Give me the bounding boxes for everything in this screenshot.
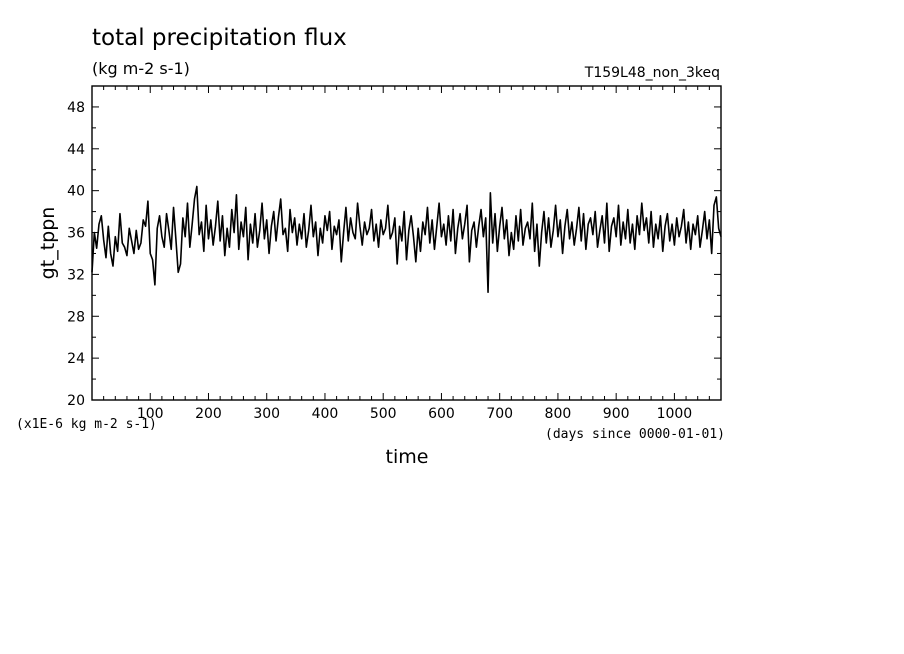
x-tick-label: 400 bbox=[312, 406, 339, 422]
plot-frame bbox=[91, 85, 722, 401]
x-units-note: (days since 0000-01-01) bbox=[545, 427, 725, 442]
y-tick-label: 44 bbox=[67, 142, 85, 158]
chart-title: total precipitation flux bbox=[92, 25, 347, 51]
run-label: T159L48_non_3keq bbox=[584, 65, 720, 81]
y-tick-label: 24 bbox=[67, 351, 85, 367]
x-tick-label: 1000 bbox=[657, 406, 693, 422]
y-tick-label: 32 bbox=[67, 267, 85, 283]
x-tick-label: 700 bbox=[486, 406, 513, 422]
y-tick-label: 20 bbox=[67, 393, 85, 409]
y-tick-label: 28 bbox=[67, 309, 85, 325]
x-tick-label: 800 bbox=[545, 406, 572, 422]
tick-marks bbox=[92, 85, 721, 401]
chart-subtitle: (kg m-2 s-1) bbox=[92, 59, 190, 78]
x-tick-label: 500 bbox=[370, 406, 397, 422]
x-tick-label: 600 bbox=[428, 406, 455, 422]
series-line-gt-tppn bbox=[91, 185, 722, 293]
x-axis-label: time bbox=[386, 446, 429, 468]
x-tick-label: 900 bbox=[603, 406, 630, 422]
y-axis-label: gt_tppn bbox=[37, 207, 59, 280]
y-tick-labels: 20 24 28 32 36 40 44 48 bbox=[67, 100, 85, 409]
x-tick-label: 100 bbox=[137, 406, 164, 422]
y-scale-note: (x1E-6 kg m-2 s-1) bbox=[16, 417, 157, 432]
x-tick-labels: 100 200 300 400 500 600 700 800 900 1000 bbox=[137, 406, 692, 422]
y-tick-label: 40 bbox=[67, 184, 85, 200]
y-tick-label: 36 bbox=[67, 226, 85, 242]
x-tick-label: 300 bbox=[253, 406, 280, 422]
y-tick-label: 48 bbox=[67, 100, 85, 116]
x-tick-label: 200 bbox=[195, 406, 222, 422]
